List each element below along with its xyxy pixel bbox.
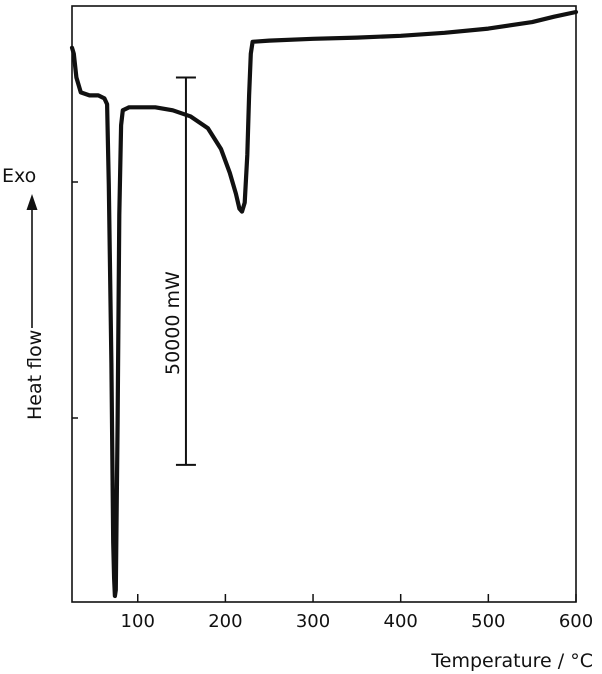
x-axis-label: Temperature / °C	[430, 650, 593, 672]
y-axis-label: Heat flow	[24, 330, 46, 420]
scale-bar: 50000 mW	[162, 76, 196, 466]
x-tick-label: 100	[121, 611, 155, 632]
x-tick-label: 600	[559, 611, 593, 632]
exo-arrow	[26, 194, 38, 328]
x-tick-label: 200	[208, 611, 242, 632]
y-axis-ticks	[72, 181, 78, 419]
x-tick-label: 300	[296, 611, 330, 632]
dsc-curve-line	[69, 9, 579, 599]
x-tick-label: 500	[471, 611, 505, 632]
scale-bar-label: 50000 mW	[162, 271, 184, 375]
plot-frame	[71, 5, 577, 603]
x-axis-ticks: 100 200 300 400 500 600	[121, 594, 593, 632]
exo-label: Exo	[2, 165, 36, 187]
x-tick-label: 400	[384, 611, 418, 632]
